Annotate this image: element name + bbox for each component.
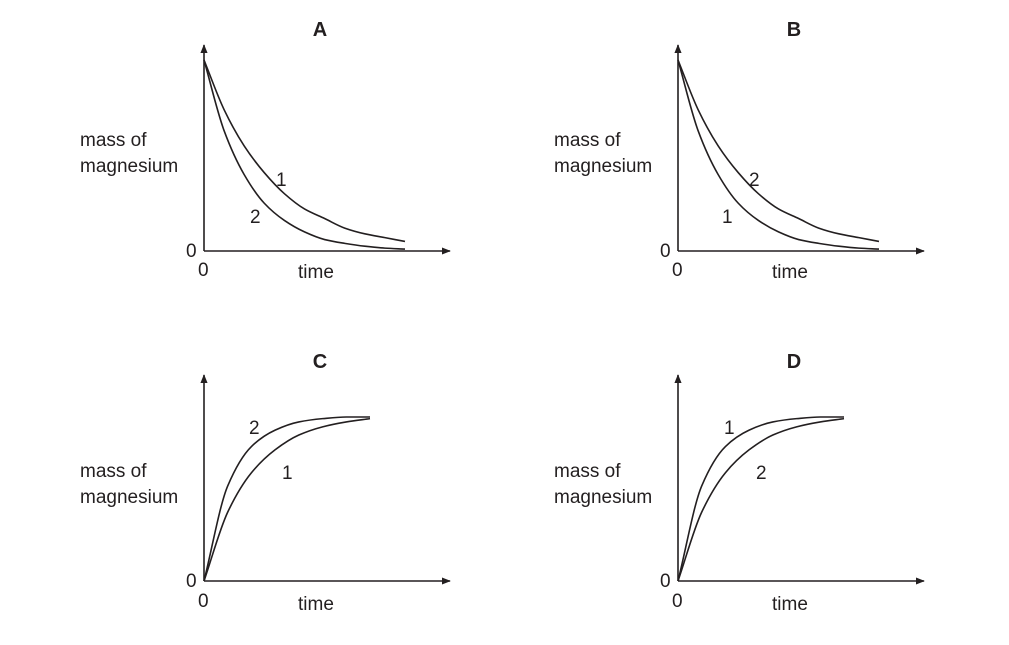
x-origin-label: 0 [198, 260, 209, 281]
panel-b: B mass of magnesium 0 0 time 2 1 [554, 19, 925, 283]
curve-series-c-1 [203, 417, 371, 582]
curve-series-c-2 [203, 416, 370, 582]
y-axis-label-line-2: magnesium [80, 156, 178, 177]
y-axis-label-line-1: mass of [80, 130, 147, 151]
y-axis-label-line-1: mass of [554, 130, 621, 151]
x-axis-label: time [298, 262, 334, 283]
curve-series-b-2 [677, 59, 880, 243]
curve-label-d-1: 1 [724, 418, 735, 439]
x-axis-label: time [772, 262, 808, 283]
x-origin-label: 0 [198, 591, 209, 612]
curve-series-a-1 [203, 59, 406, 243]
curve-series-d-2 [677, 417, 845, 582]
panel-a: A mass of magnesium 0 0 time 1 2 [80, 19, 451, 283]
x-origin-label: 0 [672, 591, 683, 612]
curve-label-c-1: 1 [282, 463, 293, 484]
curve-series-b-1 [677, 59, 880, 250]
y-origin-label: 0 [186, 241, 197, 262]
panel-c: C mass of magnesium 0 0 time 2 1 [80, 351, 451, 615]
curve-label-a-2: 2 [250, 207, 261, 228]
panel-title: C [313, 351, 327, 373]
y-axis-label-line-2: magnesium [554, 487, 652, 508]
curve-series-d-1 [677, 416, 844, 582]
y-origin-label: 0 [660, 571, 671, 592]
y-origin-label: 0 [660, 241, 671, 262]
curve-label-d-2: 2 [756, 463, 767, 484]
panel-title: A [313, 19, 327, 41]
y-axis-label-line-1: mass of [80, 461, 147, 482]
y-origin-label: 0 [186, 571, 197, 592]
x-axis-label: time [298, 594, 334, 615]
curve-series-a-2 [203, 59, 406, 250]
y-axis-label-line-1: mass of [554, 461, 621, 482]
curve-label-b-1: 1 [722, 207, 733, 228]
panel-title: D [787, 351, 801, 373]
y-axis-label-line-2: magnesium [554, 156, 652, 177]
curve-label-b-2: 2 [749, 170, 760, 191]
panel-title: B [787, 19, 801, 41]
curve-label-a-1: 1 [276, 170, 287, 191]
x-origin-label: 0 [672, 260, 683, 281]
panel-d: D mass of magnesium 0 0 time 1 2 [554, 351, 925, 615]
x-axis-label: time [772, 594, 808, 615]
curve-label-c-2: 2 [249, 418, 260, 439]
y-axis-label-line-2: magnesium [80, 487, 178, 508]
